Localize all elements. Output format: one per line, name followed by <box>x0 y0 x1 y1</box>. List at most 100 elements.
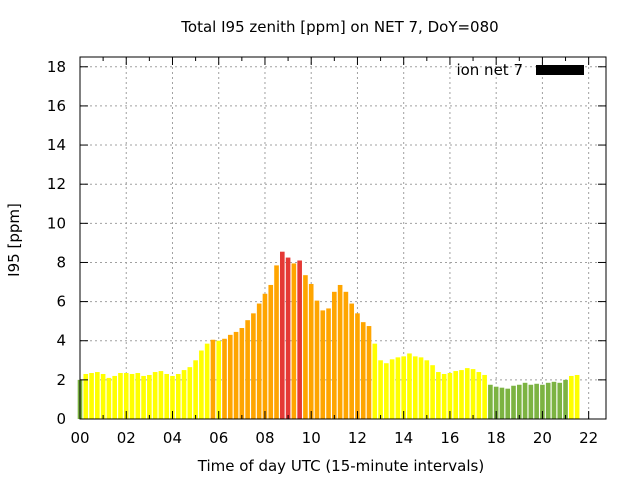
bar <box>366 326 372 419</box>
bar <box>557 382 563 419</box>
bar <box>112 375 117 419</box>
bar <box>343 291 349 419</box>
x-tick-label: 02 <box>117 429 136 447</box>
bar <box>245 320 250 419</box>
bar <box>545 382 551 419</box>
plot-frame <box>79 56 607 420</box>
bar <box>95 372 100 419</box>
bar <box>170 375 175 419</box>
bar <box>332 291 337 419</box>
bar <box>152 372 158 419</box>
bar <box>314 300 320 419</box>
bar <box>308 283 314 419</box>
grid <box>80 57 606 419</box>
bar <box>464 368 470 419</box>
bar <box>563 379 568 419</box>
y-tick-label: 10 <box>47 214 66 232</box>
x-tick-label: 20 <box>533 429 552 447</box>
bar <box>147 374 152 419</box>
bar <box>551 381 557 419</box>
x-tick-labels: 00 02 04 06 08 10 12 14 16 18 20 22 <box>70 429 598 447</box>
y-tick-labels: 0 2 4 6 8 10 12 14 16 18 <box>47 58 66 428</box>
bar <box>407 353 412 419</box>
bar <box>470 369 476 419</box>
bar <box>256 303 262 419</box>
bar <box>337 284 343 419</box>
bars <box>77 251 580 419</box>
y-tick-label: 4 <box>56 332 66 350</box>
bar <box>118 373 123 419</box>
bar <box>303 275 308 419</box>
bar <box>175 373 181 419</box>
bar <box>164 373 170 419</box>
bar <box>476 372 482 419</box>
x-tick-label: 04 <box>163 429 182 447</box>
ticks <box>79 57 606 420</box>
bar <box>505 388 511 419</box>
bar <box>574 374 580 419</box>
bar <box>135 373 141 419</box>
bar <box>516 384 522 419</box>
bar <box>291 263 297 419</box>
x-axis-label: Time of day UTC (15-minute intervals) <box>197 457 484 475</box>
bar <box>511 385 516 419</box>
bar <box>534 383 539 419</box>
bar <box>106 377 112 419</box>
bar <box>199 350 204 419</box>
y-axis-label: I95 [ppm] <box>5 203 23 277</box>
bar <box>262 293 268 419</box>
bar <box>499 387 505 419</box>
y-tick-label: 12 <box>47 175 66 193</box>
bar <box>158 371 164 419</box>
legend-label: ion net 7 <box>456 61 523 79</box>
bar <box>233 331 239 419</box>
bar <box>378 360 383 419</box>
bar <box>210 339 216 419</box>
legend-swatch <box>536 65 584 75</box>
x-tick-label: 12 <box>348 429 367 447</box>
bar <box>453 371 459 419</box>
y-tick-label: 6 <box>56 293 66 311</box>
bar <box>204 343 210 419</box>
bar <box>216 340 222 419</box>
y-tick-label: 18 <box>47 58 66 76</box>
bar <box>239 328 245 419</box>
bar <box>522 382 528 419</box>
bar <box>187 367 193 419</box>
bar <box>401 356 406 419</box>
bar <box>384 363 389 419</box>
bar <box>418 357 424 419</box>
bar <box>569 375 574 419</box>
bar <box>100 373 106 419</box>
bar <box>528 384 534 419</box>
bar <box>493 386 499 419</box>
bar <box>395 357 401 419</box>
bar <box>389 359 395 419</box>
x-tick-label: 18 <box>487 429 506 447</box>
legend: ion net 7 <box>456 61 584 79</box>
bar <box>123 373 129 419</box>
y-tick-label: 0 <box>56 410 66 428</box>
bar <box>447 373 453 419</box>
bar <box>441 373 447 419</box>
bar <box>459 370 464 419</box>
bar <box>326 308 331 419</box>
bar <box>436 372 441 419</box>
bar <box>430 365 435 419</box>
bar <box>424 360 430 419</box>
bar <box>83 373 89 419</box>
y-tick-label: 2 <box>56 371 66 389</box>
bar <box>251 313 256 419</box>
bar <box>268 284 274 419</box>
bar <box>320 310 326 419</box>
bar <box>227 334 233 419</box>
x-tick-label: 14 <box>394 429 413 447</box>
bar <box>129 373 135 419</box>
bar <box>349 303 354 419</box>
x-tick-label: 22 <box>579 429 598 447</box>
bar <box>355 313 360 419</box>
x-tick-label: 06 <box>209 429 228 447</box>
x-tick-label: 00 <box>70 429 89 447</box>
x-tick-label: 08 <box>255 429 274 447</box>
